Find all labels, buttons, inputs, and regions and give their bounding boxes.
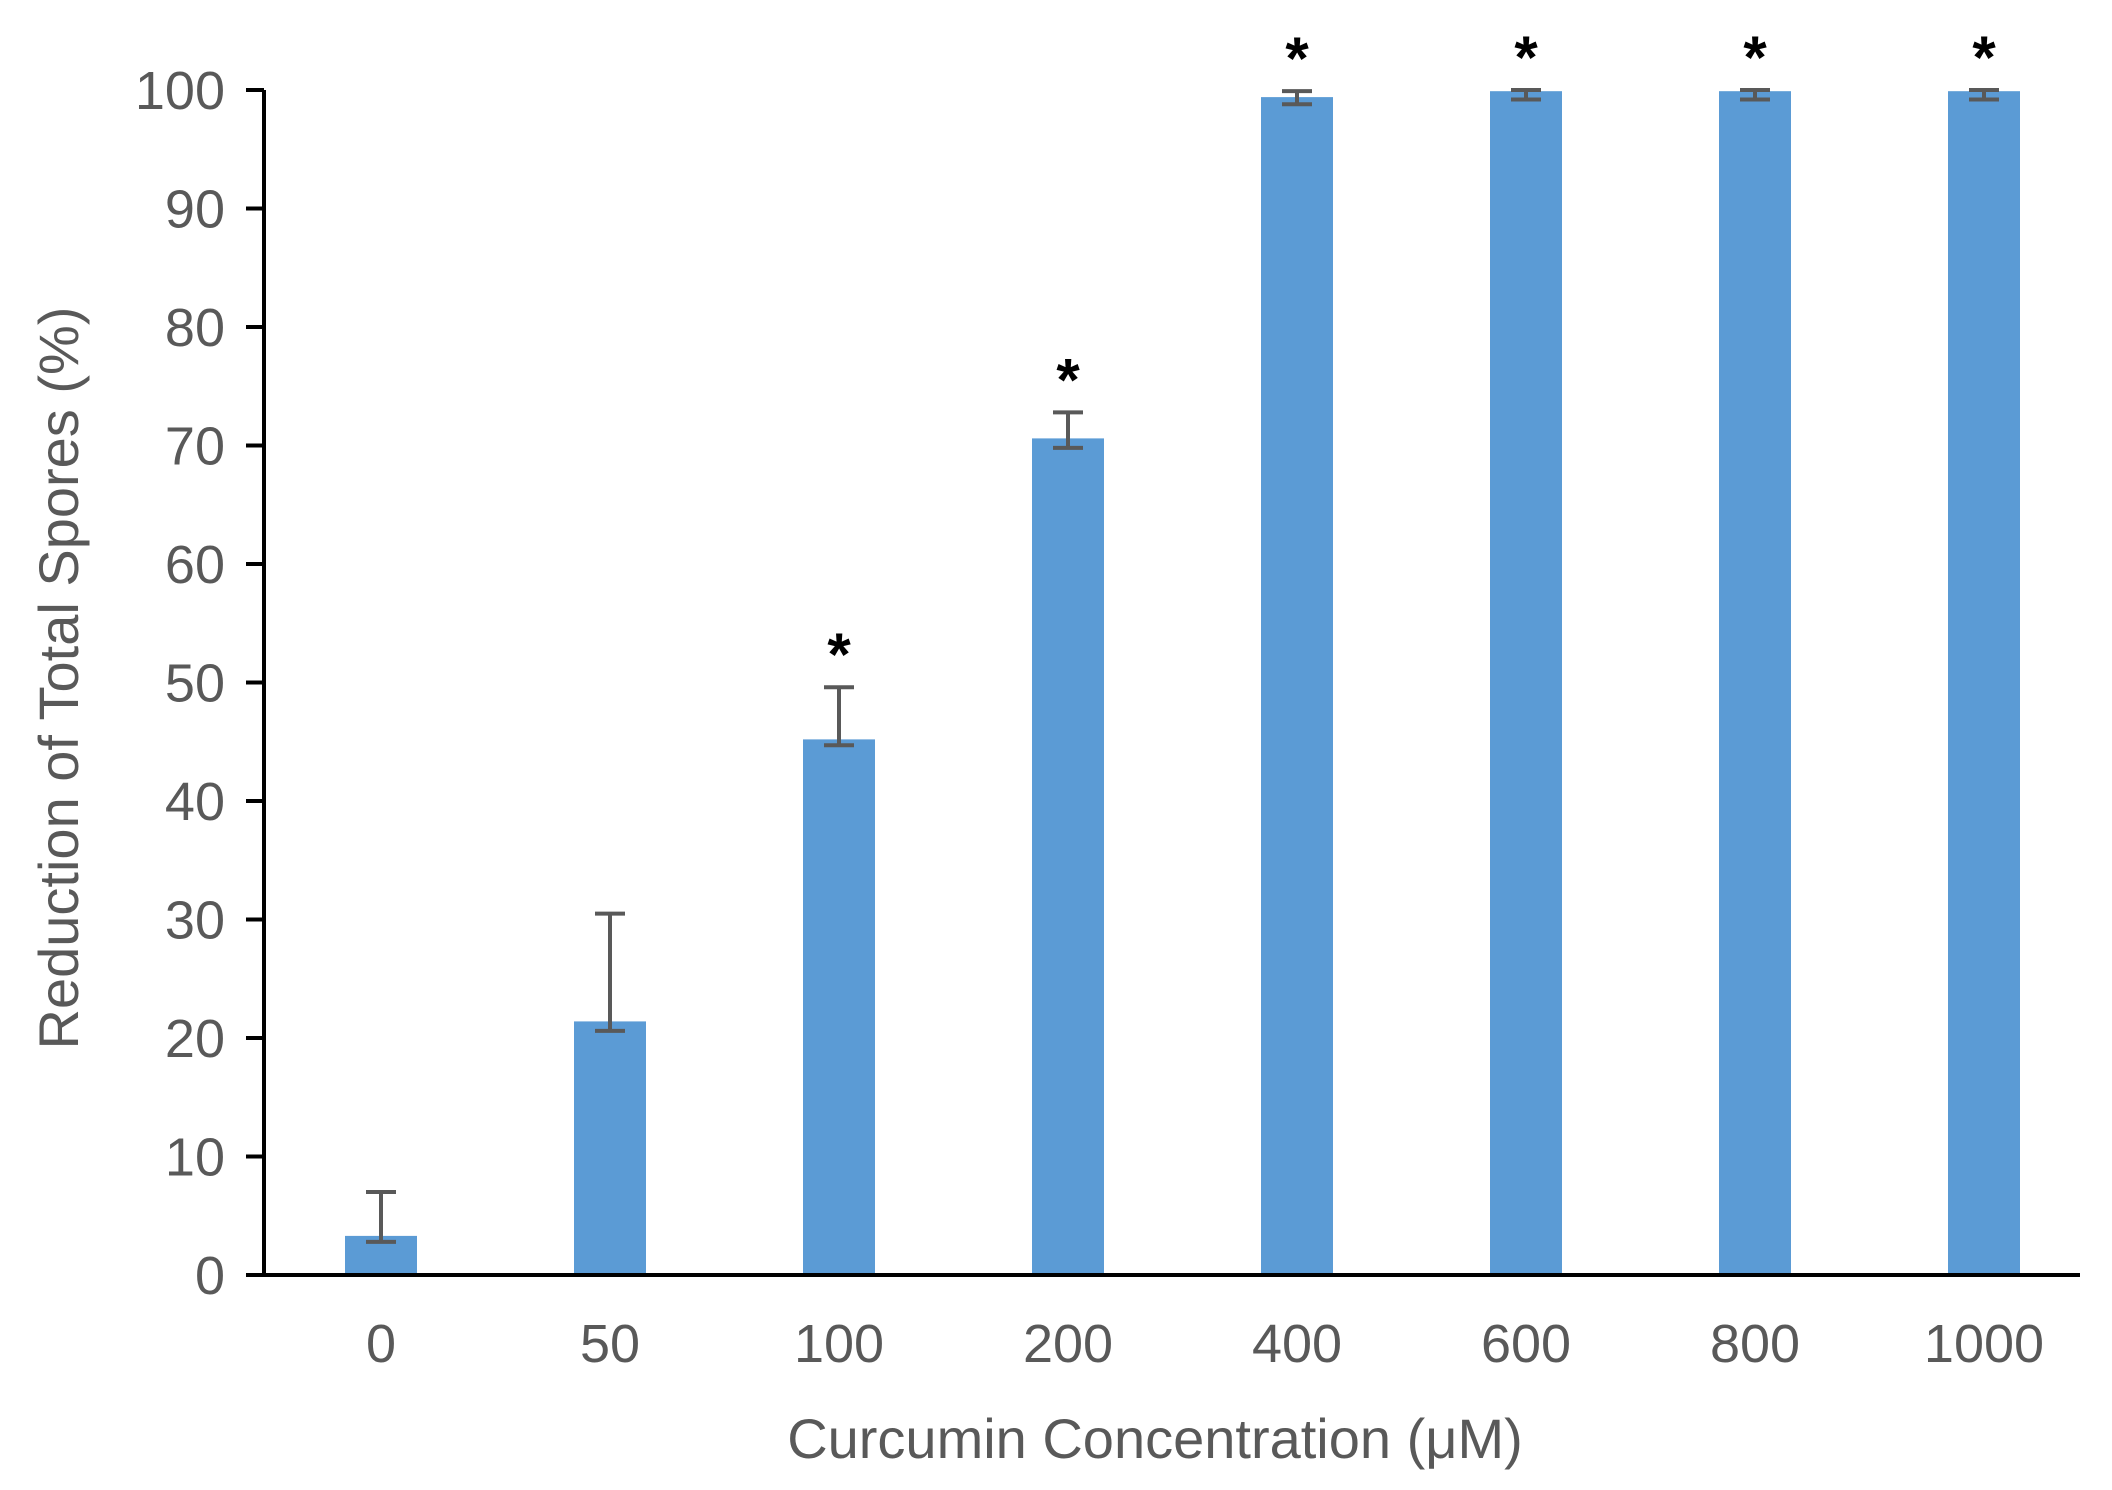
- error-bars-layer: [366, 88, 1999, 1244]
- y-tick-label: 20: [165, 1009, 225, 1069]
- significance-layer: * * * * * *: [827, 24, 1996, 688]
- y-tick-label: 40: [165, 772, 225, 832]
- x-tick-label: 600: [1481, 1314, 1571, 1374]
- bar: [1490, 91, 1562, 1275]
- bar: [803, 739, 875, 1275]
- y-tick-label: 90: [165, 180, 225, 240]
- x-tick-labels: 0 50 100 200 400 600 800 1000: [366, 1314, 2044, 1374]
- y-tick-label: 60: [165, 535, 225, 595]
- y-tick-label: 10: [165, 1128, 225, 1188]
- bar: [1719, 91, 1791, 1275]
- bar: [1948, 91, 2020, 1275]
- bar: [1032, 438, 1104, 1275]
- significance-mark: *: [1285, 25, 1309, 92]
- significance-mark: *: [1056, 346, 1080, 413]
- y-tick-labels: 0 10 20 30 40 50 60 70 80 90 100: [135, 61, 264, 1306]
- x-tick-label: 100: [794, 1314, 884, 1374]
- x-tick-label: 400: [1252, 1314, 1342, 1374]
- significance-mark: *: [1743, 24, 1767, 91]
- y-tick-label: 0: [195, 1246, 225, 1306]
- y-tick-label: 70: [165, 417, 225, 477]
- x-tick-label: 0: [366, 1314, 396, 1374]
- bars-layer: [345, 91, 2020, 1276]
- significance-mark: *: [827, 621, 851, 688]
- x-tick-label: 800: [1710, 1314, 1800, 1374]
- x-tick-label: 1000: [1924, 1314, 2044, 1374]
- y-tick-label: 100: [135, 61, 225, 121]
- x-tick-label: 200: [1023, 1314, 1113, 1374]
- x-axis-title: Curcumin Concentration (μM): [787, 1407, 1523, 1470]
- x-tick-label: 50: [580, 1314, 640, 1374]
- axes-layer: [246, 90, 2080, 1277]
- y-tick-label: 50: [165, 654, 225, 714]
- significance-mark: *: [1514, 24, 1538, 91]
- significance-mark: *: [1972, 24, 1996, 91]
- y-axis-title: Reduction of Total Spores (%): [27, 307, 90, 1050]
- bar: [574, 1021, 646, 1275]
- y-tick-label: 30: [165, 891, 225, 951]
- bar: [1261, 97, 1333, 1276]
- y-tick-label: 80: [165, 298, 225, 358]
